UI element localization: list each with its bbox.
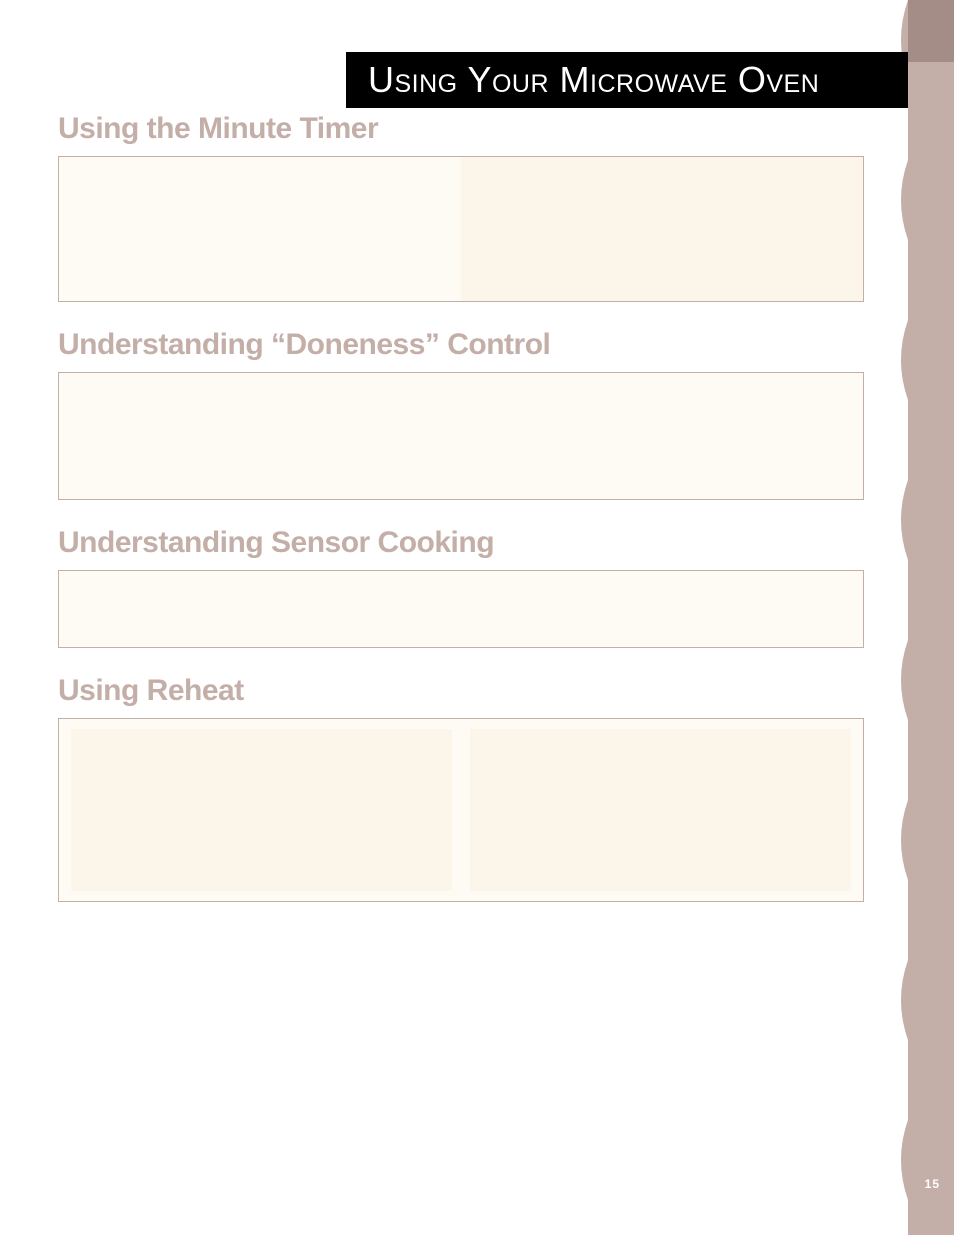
- section-heading-reheat: Using Reheat: [58, 674, 864, 708]
- panel-reheat: [58, 718, 864, 902]
- sidebar-wave-edge: [894, 0, 922, 1235]
- page-number: 15: [925, 1177, 940, 1191]
- page-header: Using Your Microwave Oven: [346, 52, 908, 108]
- section-heading-sensor-cooking: Understanding Sensor Cooking: [58, 526, 864, 560]
- panel-reheat-left: [71, 729, 452, 891]
- sidebar-strip: [908, 0, 954, 1235]
- section-heading-doneness: Understanding “Doneness” Control: [58, 328, 864, 362]
- panel-sensor-cooking: [58, 570, 864, 648]
- panel-minute-timer-right: [461, 157, 863, 301]
- panel-reheat-right: [470, 729, 851, 891]
- panel-doneness: [58, 372, 864, 500]
- panel-minute-timer: [58, 156, 864, 302]
- section-heading-minute-timer: Using the Minute Timer: [58, 112, 864, 146]
- panel-minute-timer-left: [59, 157, 461, 301]
- page-content: Using the Minute Timer Understanding “Do…: [58, 112, 864, 902]
- page-header-title: Using Your Microwave Oven: [368, 59, 819, 101]
- sidebar-top-accent: [908, 0, 954, 62]
